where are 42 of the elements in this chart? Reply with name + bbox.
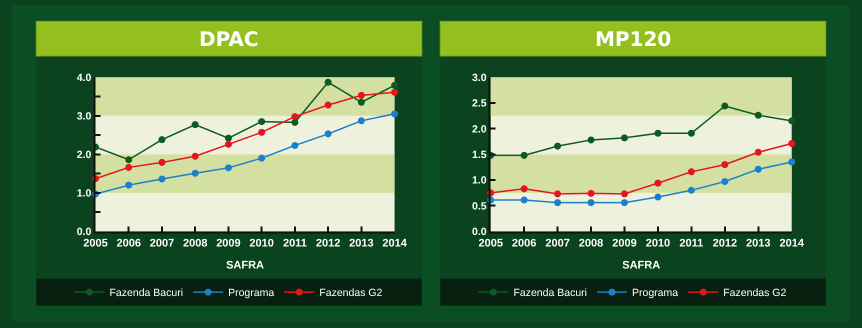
x-tick-label: 2013 xyxy=(349,238,374,250)
legend-label: Fazendas G2 xyxy=(319,287,383,300)
x-tick-label: 2011 xyxy=(679,238,704,250)
legend-label: Fazenda Bacuri xyxy=(513,287,587,300)
y-tick-label: 2.0 xyxy=(472,123,487,136)
x-tick-label: 2007 xyxy=(545,238,570,250)
x-tick-label: 2014 xyxy=(382,238,408,250)
legend-label: Programa xyxy=(228,287,274,300)
x-tick-label: 2010 xyxy=(646,238,670,250)
y-tick-label: 2.5 xyxy=(472,98,487,110)
y-tick-label: 0.0 xyxy=(472,226,487,238)
x-tick-label: 2012 xyxy=(316,238,340,250)
y-tick-label: 3.0 xyxy=(76,110,92,122)
legend-label: Fazendas G2 xyxy=(723,287,786,300)
y-tick-label: 4.0 xyxy=(76,72,92,84)
legend-label: Programa xyxy=(632,287,678,300)
x-tick-label: 2007 xyxy=(150,238,174,250)
chart-title: MP120 xyxy=(595,27,672,51)
x-tick-label: 2009 xyxy=(216,238,241,250)
x-tick-label: 2013 xyxy=(746,238,771,250)
y-tick-label: 1.5 xyxy=(472,149,487,161)
y-tick-label: 1.0 xyxy=(76,188,92,200)
y-tick-label: 0.0 xyxy=(76,226,92,238)
x-tick-label: 2005 xyxy=(83,238,108,250)
y-tick-label: 3.0 xyxy=(472,72,487,84)
x-tick-label: 2006 xyxy=(512,238,536,250)
x-tick-label: 2008 xyxy=(578,238,604,250)
x-tick-label: 2014 xyxy=(779,238,805,250)
x-axis-title: SAFRA xyxy=(226,259,264,272)
x-axis-title: SAFRA xyxy=(622,259,660,272)
x-tick-label: 2010 xyxy=(249,238,274,250)
chart-title: DPAC xyxy=(199,27,259,51)
x-tick-label: 2012 xyxy=(712,238,738,250)
x-tick-label: 2006 xyxy=(116,238,141,250)
y-tick-label: 0.5 xyxy=(472,200,487,212)
x-tick-label: 2011 xyxy=(282,238,307,250)
y-tick-label: 1.0 xyxy=(472,174,487,187)
y-tick-label: 2.0 xyxy=(76,149,92,161)
x-tick-label: 2008 xyxy=(182,238,208,250)
legend-label: Fazenda Bacuri xyxy=(110,287,184,300)
x-tick-label: 2005 xyxy=(478,238,503,250)
x-tick-label: 2009 xyxy=(612,238,637,250)
